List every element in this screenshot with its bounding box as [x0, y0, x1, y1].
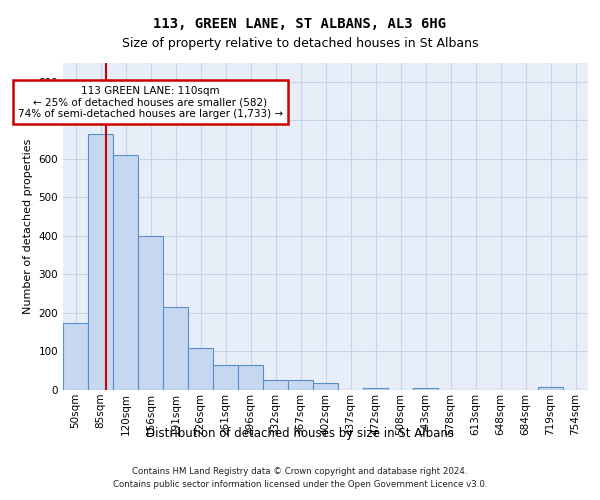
Bar	[213, 365, 238, 390]
Bar	[88, 134, 113, 390]
Bar	[238, 365, 263, 390]
Text: Contains HM Land Registry data © Crown copyright and database right 2024.
Contai: Contains HM Land Registry data © Crown c…	[113, 468, 487, 489]
Bar	[263, 380, 288, 390]
Bar	[63, 322, 88, 390]
Text: Distribution of detached houses by size in St Albans: Distribution of detached houses by size …	[146, 428, 454, 440]
Bar	[413, 388, 438, 390]
Bar	[538, 387, 563, 390]
Bar	[138, 236, 163, 390]
Bar	[188, 348, 213, 390]
Text: Size of property relative to detached houses in St Albans: Size of property relative to detached ho…	[122, 38, 478, 51]
Bar	[163, 307, 188, 390]
Bar	[313, 383, 338, 390]
Bar	[363, 388, 388, 390]
Bar	[288, 380, 313, 390]
Y-axis label: Number of detached properties: Number of detached properties	[23, 138, 33, 314]
Text: 113 GREEN LANE: 110sqm
← 25% of detached houses are smaller (582)
74% of semi-de: 113 GREEN LANE: 110sqm ← 25% of detached…	[18, 86, 283, 119]
Text: 113, GREEN LANE, ST ALBANS, AL3 6HG: 113, GREEN LANE, ST ALBANS, AL3 6HG	[154, 18, 446, 32]
Bar	[113, 155, 138, 390]
